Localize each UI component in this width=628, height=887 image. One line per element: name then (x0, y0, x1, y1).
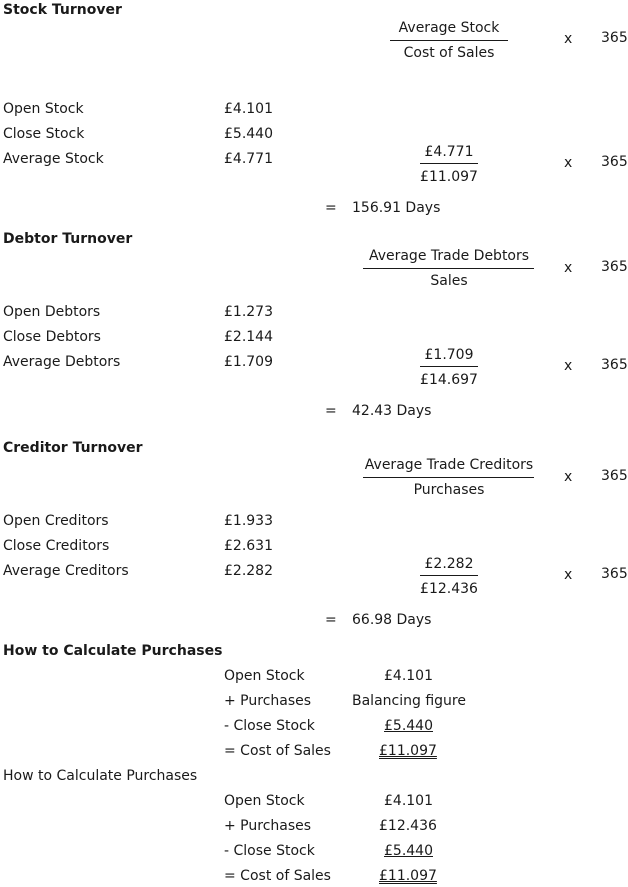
stock-formula-days: 365 (601, 30, 628, 46)
purchases-2-cos-value: £11.097 (379, 868, 437, 884)
creditor-equals: = (325, 612, 337, 628)
purchases-1-close-value: £5.440 (384, 718, 433, 734)
purchases-2-purchases-value: £12.436 (379, 818, 437, 834)
debtor-average-value: £1.709 (224, 354, 273, 370)
purchases-1-cos-value: £11.097 (379, 743, 437, 759)
creditor-calc-times: x (564, 567, 573, 583)
stock-average-value: £4.771 (224, 151, 273, 167)
creditor-open-label: Open Creditors (3, 513, 109, 529)
purchases-2-cos-label: = Cost of Sales (224, 868, 331, 884)
purchases-1-open-value: £4.101 (384, 668, 433, 684)
stock-formula-fraction-bar (390, 40, 508, 41)
debtor-calc-times: x (564, 358, 573, 374)
stock-equals: = (325, 200, 337, 216)
purchases-1-cos-label: = Cost of Sales (224, 743, 331, 759)
debtor-calc-numerator: £1.709 (424, 347, 474, 363)
debtor-formula-fraction-bar (363, 268, 534, 269)
creditor-calc-numerator: £2.282 (424, 556, 474, 572)
debtor-formula-days: 365 (601, 259, 628, 275)
creditor-average-label: Average Creditors (3, 563, 129, 579)
purchases-1-open-label: Open Stock (224, 668, 305, 684)
debtor-close-label: Close Debtors (3, 329, 101, 345)
stock-open-label: Open Stock (3, 101, 84, 117)
stock-formula-denominator: Cost of Sales (403, 45, 495, 61)
creditor-calc-denominator: £12.436 (420, 581, 478, 597)
stock-open-value: £4.101 (224, 101, 273, 117)
stock-calc-days: 365 (601, 154, 628, 170)
creditor-title: Creditor Turnover (3, 440, 143, 456)
purchases-2-open-value: £4.101 (384, 793, 433, 809)
debtor-equals: = (325, 403, 337, 419)
stock-calc-numerator: £4.771 (424, 144, 474, 160)
stock-average-label: Average Stock (3, 151, 104, 167)
creditor-formula-denominator: Purchases (413, 482, 485, 498)
purchases-1-purchases-value: Balancing figure (352, 693, 466, 709)
creditor-close-value: £2.631 (224, 538, 273, 554)
creditor-result: 66.98 Days (352, 612, 432, 628)
stock-close-value: £5.440 (224, 126, 273, 142)
debtor-calc-fraction-bar (420, 366, 478, 367)
debtor-calc-denominator: £14.697 (420, 372, 478, 388)
stock-formula-numerator: Average Stock (398, 20, 500, 36)
debtor-open-label: Open Debtors (3, 304, 101, 320)
debtor-formula-times: x (564, 260, 573, 276)
creditor-average-value: £2.282 (224, 563, 273, 579)
debtor-formula-numerator: Average Trade Debtors (368, 248, 530, 264)
debtor-result: 42.43 Days (352, 403, 432, 419)
creditor-open-value: £1.933 (224, 513, 273, 529)
creditor-formula-fraction-bar (363, 477, 534, 478)
stock-result: 156.91 Days (352, 200, 441, 216)
stock-calc-denominator: £11.097 (420, 169, 478, 185)
creditor-formula-days: 365 (601, 468, 628, 484)
debtor-open-value: £1.273 (224, 304, 273, 320)
purchases-2-title: How to Calculate Purchases (3, 768, 198, 784)
stock-calc-fraction-bar (420, 163, 478, 164)
debtor-formula-denominator: Sales (430, 273, 468, 289)
purchases-2-close-label: - Close Stock (224, 843, 315, 859)
debtor-average-label: Average Debtors (3, 354, 121, 370)
purchases-2-open-label: Open Stock (224, 793, 305, 809)
purchases-1-close-label: - Close Stock (224, 718, 315, 734)
purchases-2-close-value: £5.440 (384, 843, 433, 859)
creditor-formula-times: x (564, 469, 573, 485)
creditor-close-label: Close Creditors (3, 538, 110, 554)
stock-title: Stock Turnover (3, 2, 122, 18)
purchases-1-purchases-label: + Purchases (224, 693, 312, 709)
stock-formula-times: x (564, 31, 573, 47)
creditor-formula-numerator: Average Trade Creditors (364, 457, 534, 473)
creditor-calc-days: 365 (601, 566, 628, 582)
creditor-calc-fraction-bar (420, 575, 478, 576)
purchases-2-purchases-label: + Purchases (224, 818, 312, 834)
debtor-close-value: £2.144 (224, 329, 273, 345)
debtor-calc-days: 365 (601, 357, 628, 373)
debtor-title: Debtor Turnover (3, 231, 133, 247)
purchases-1-title: How to Calculate Purchases (3, 643, 223, 659)
stock-close-label: Close Stock (3, 126, 85, 142)
stock-calc-times: x (564, 155, 573, 171)
